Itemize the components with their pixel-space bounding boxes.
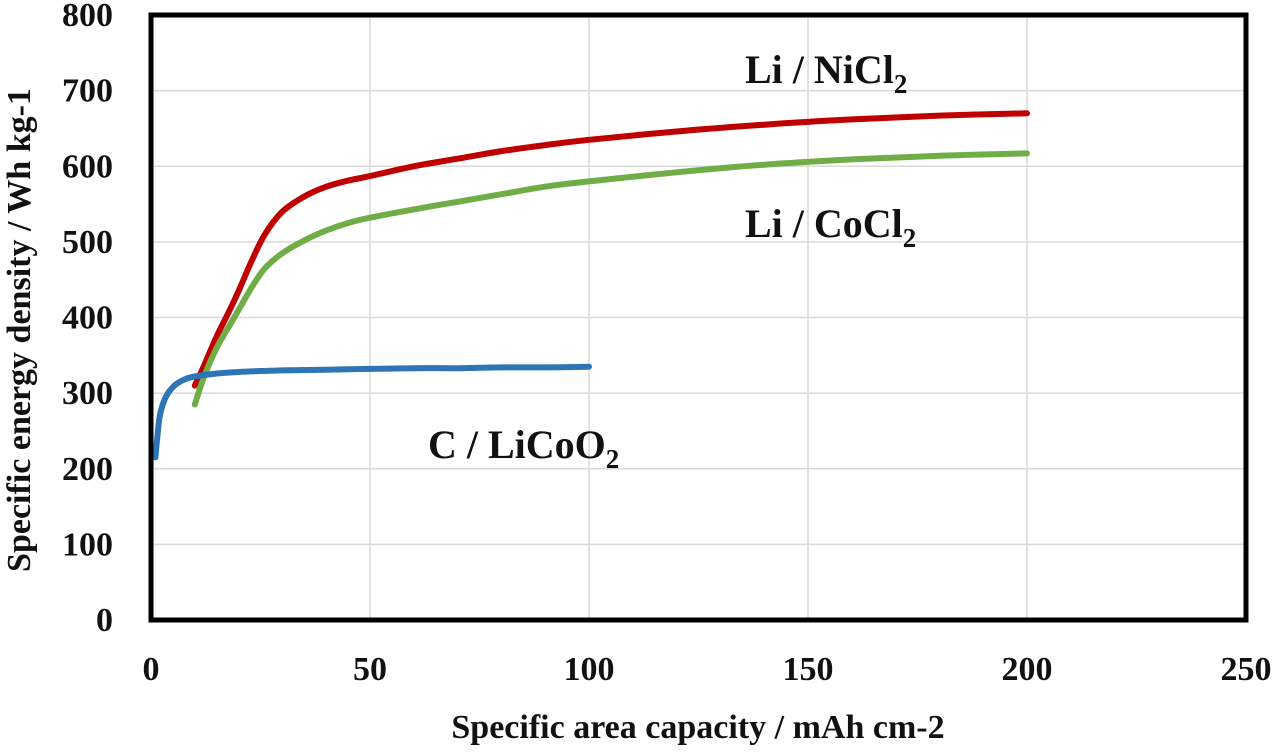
y-tick-label-1: 100 [62, 526, 113, 563]
y-tick-label-4: 400 [62, 300, 113, 337]
series-label-ni: Li / NiCl2 [745, 47, 907, 99]
x-tick-label-5: 250 [1221, 651, 1272, 688]
y-tick-label-0: 0 [96, 602, 113, 639]
x-tick-label-2: 100 [564, 651, 615, 688]
y-tick-label-2: 200 [62, 451, 113, 488]
series-label-co-sub: 2 [903, 223, 917, 253]
series-label-licoo2: C / LiCoO2 [428, 422, 619, 474]
series-lines [152, 110, 1030, 461]
x-tick-label-1: 50 [353, 651, 387, 688]
gridlines [150, 14, 1247, 621]
series-label-co-main: Li / CoCl [745, 201, 903, 246]
series-line-0 [191, 110, 1030, 389]
series-label-ni-sub: 2 [894, 69, 908, 99]
x-tick-label-4: 200 [1002, 651, 1053, 688]
series-label-licoo2-main: C / LiCoO [428, 422, 606, 467]
series-label-ni-main: Li / NiCl [745, 47, 894, 92]
y-tick-label-3: 300 [62, 375, 113, 412]
y-tick-label-8: 800 [62, 0, 113, 34]
series-line-1 [191, 150, 1030, 408]
x-tick-labels: 0 50 100 150 200 250 [143, 651, 1272, 688]
series-line-2 [152, 363, 592, 461]
x-axis-title: Specific area capacity / mAh cm-2 [451, 709, 944, 746]
y-tick-label-5: 500 [62, 224, 113, 261]
y-tick-labels: 0 100 200 300 400 500 600 700 800 [62, 0, 113, 639]
y-axis-title: Specific energy density / Wh kg-1 [1, 88, 38, 572]
plot-frame [148, 12, 1249, 623]
series-label-licoo2-sub: 2 [606, 444, 620, 474]
y-tick-label-7: 700 [62, 73, 113, 110]
x-tick-label-0: 0 [143, 651, 160, 688]
x-tick-label-3: 150 [783, 651, 834, 688]
series-label-co: Li / CoCl2 [745, 201, 916, 253]
y-tick-label-6: 600 [62, 148, 113, 185]
